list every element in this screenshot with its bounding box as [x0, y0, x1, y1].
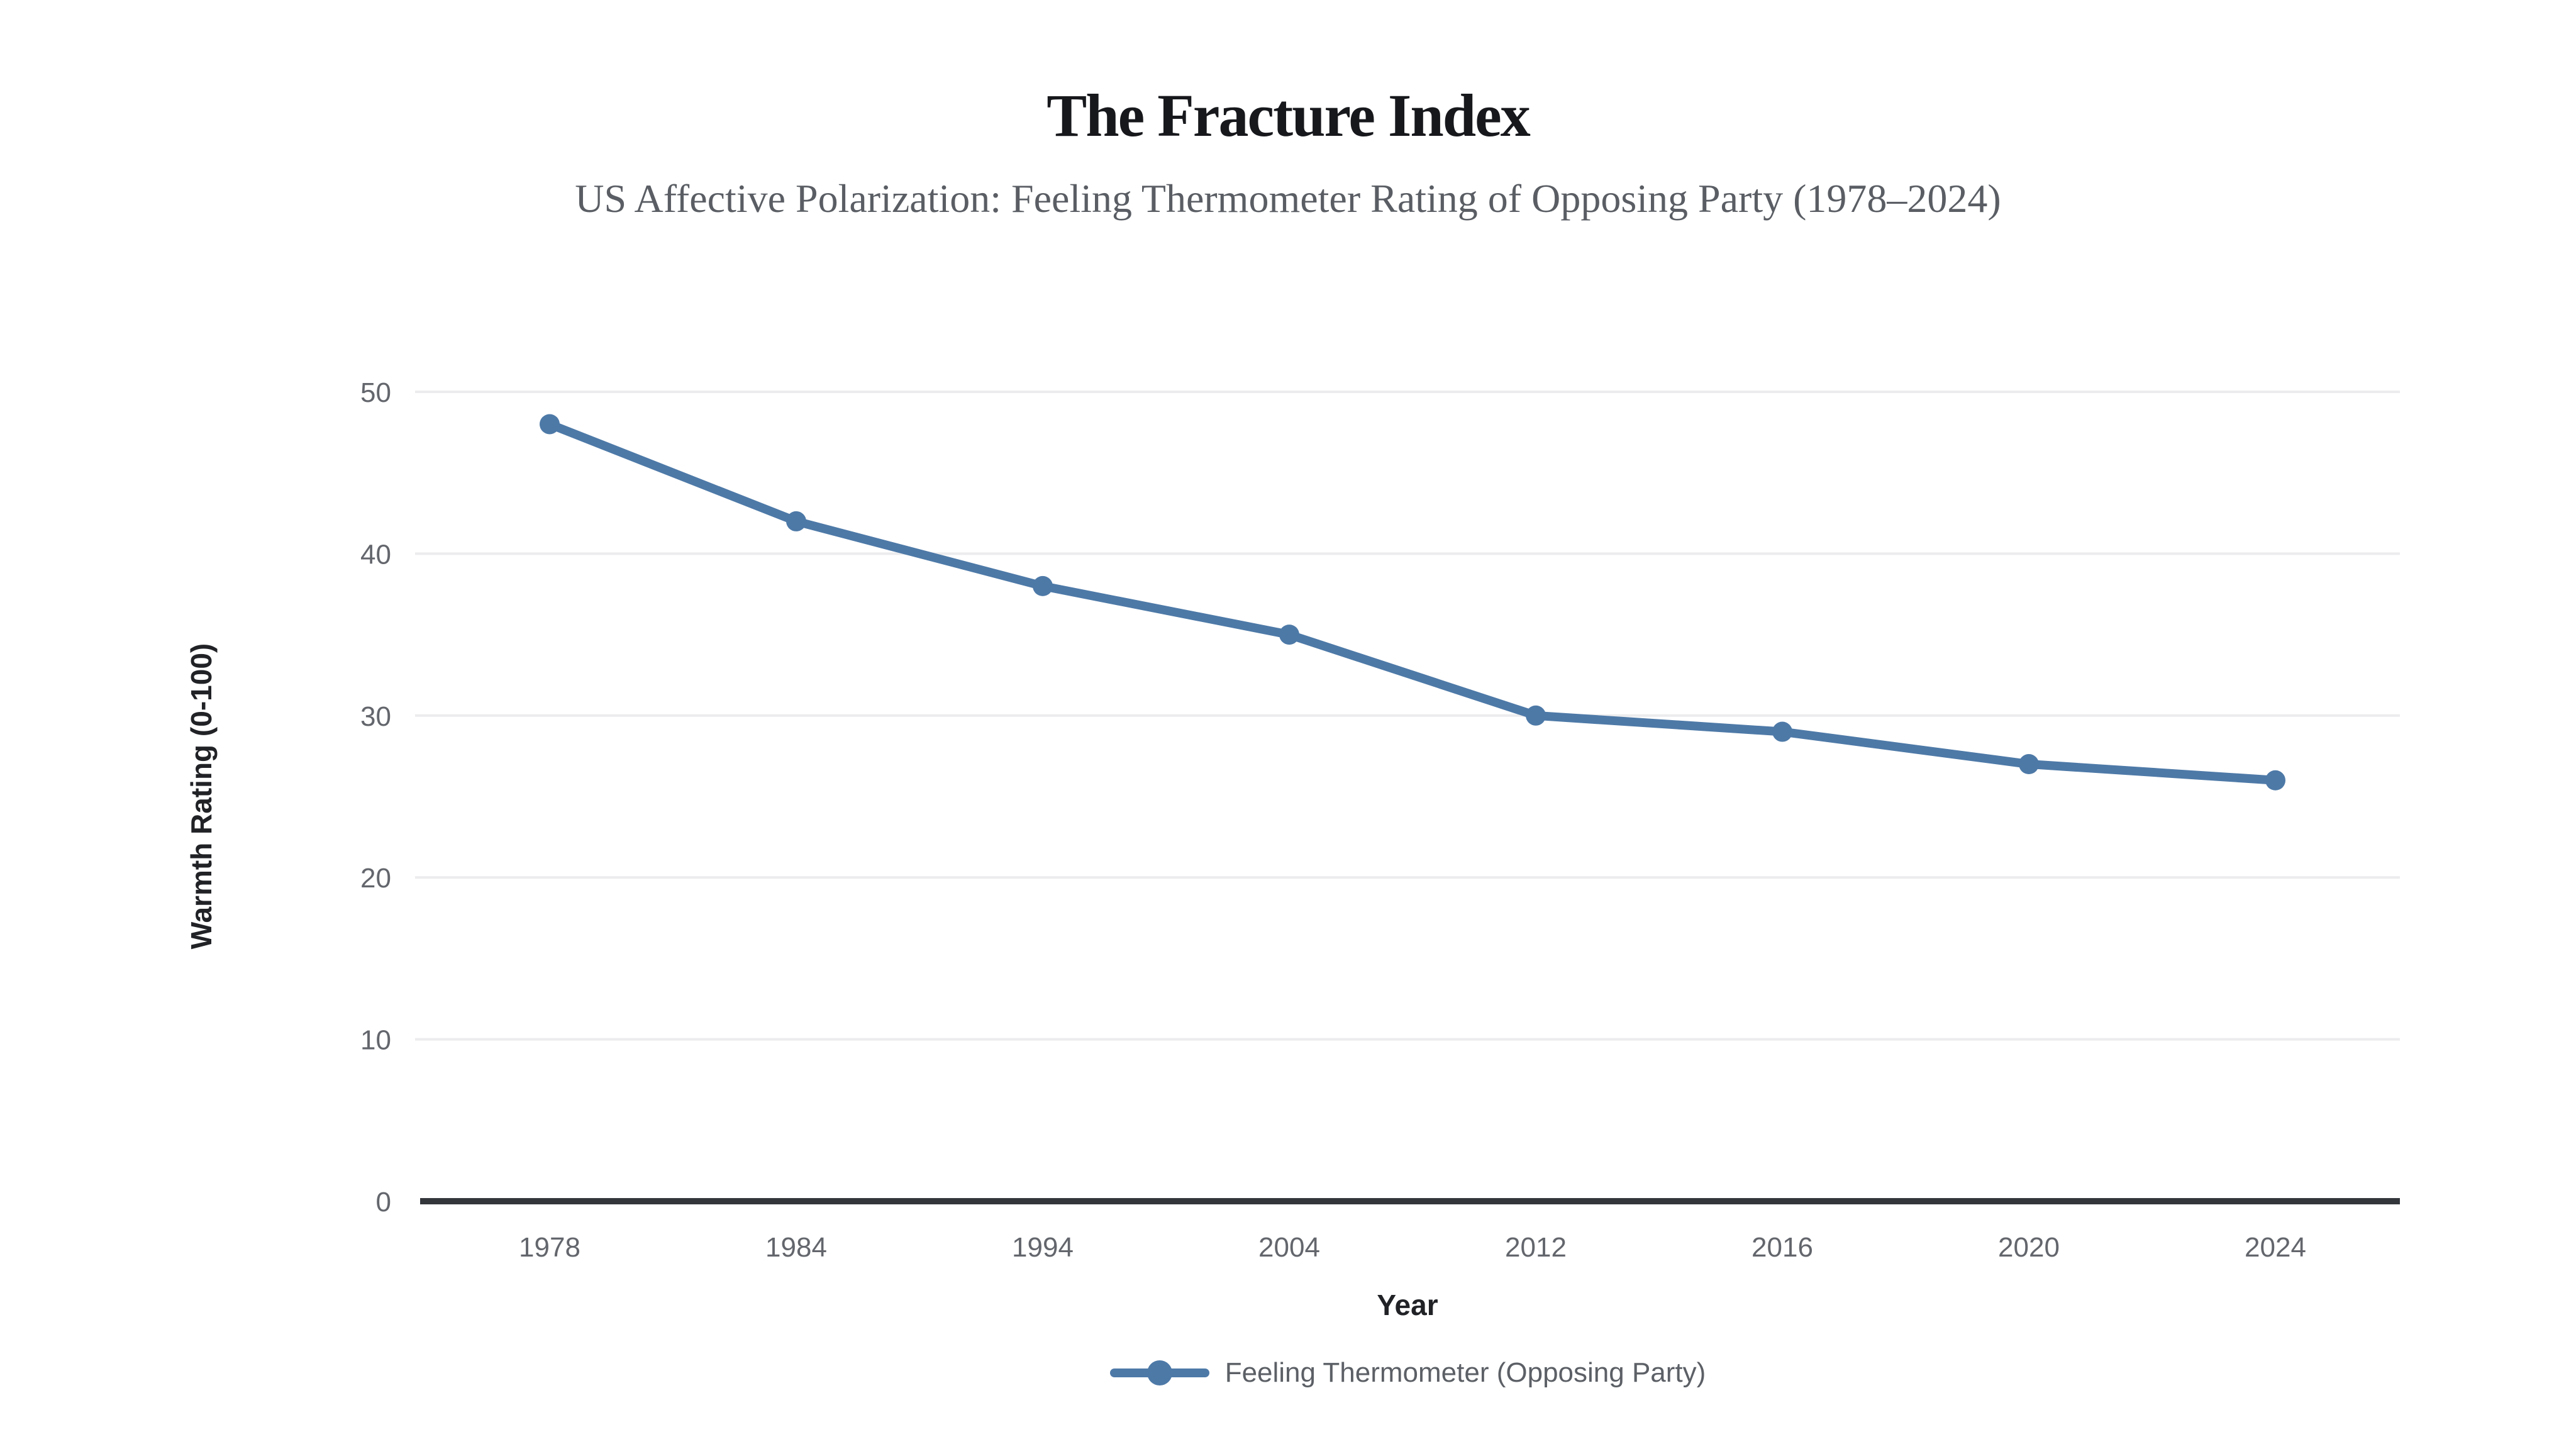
y-tick-label: 30: [360, 701, 391, 732]
chart-subtitle: US Affective Polarization: Feeling Therm…: [575, 176, 2001, 221]
x-tick-label: 2004: [1258, 1232, 1320, 1263]
data-point: [2019, 754, 2039, 775]
x-tick-label: 1994: [1012, 1232, 1074, 1263]
data-point: [1033, 575, 1053, 596]
y-tick-label: 0: [376, 1187, 391, 1218]
data-point: [1279, 625, 1299, 645]
chart-title: The Fracture Index: [1046, 82, 1530, 149]
y-axis-label: Warmth Rating (0-100): [185, 643, 218, 950]
data-point: [1526, 705, 1546, 726]
data-point: [540, 414, 560, 435]
data-point: [2265, 770, 2285, 791]
legend-series-label: Feeling Thermometer (Opposing Party): [1224, 1357, 1706, 1388]
y-tick-label: 50: [360, 377, 391, 408]
y-tick-label: 40: [360, 539, 391, 570]
legend-series-marker-icon: [1109, 1360, 1209, 1385]
data-point: [786, 511, 806, 531]
y-tick-label: 20: [360, 863, 391, 894]
x-tick-label: 1984: [765, 1232, 827, 1263]
x-tick-label: 2012: [1505, 1232, 1567, 1263]
x-tick-label: 2024: [2245, 1232, 2306, 1263]
data-point: [1772, 721, 1792, 742]
x-axis-label: Year: [1377, 1289, 1438, 1321]
x-tick-label: 1978: [519, 1232, 580, 1263]
y-tick-label: 10: [360, 1025, 391, 1056]
legend[interactable]: Feeling Thermometer (Opposing Party): [415, 1338, 2400, 1407]
series-line: [545, 419, 2280, 785]
x-tick-label: 2020: [1998, 1232, 2060, 1263]
x-tick-label: 2016: [1752, 1232, 1813, 1263]
